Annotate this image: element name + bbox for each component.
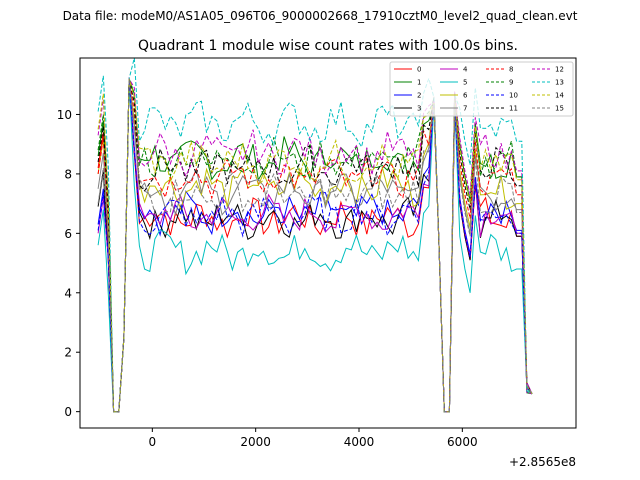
series-line-8 [97,78,533,413]
x-tick-label: 6000 [447,435,478,449]
legend-label-10: 10 [509,92,518,100]
y-axis: 0 2 4 6 8 10 [57,108,80,419]
legend-label-1: 1 [417,79,421,87]
legend-box [389,61,574,117]
series-line-5 [97,78,533,413]
legend-label-8: 8 [509,66,513,74]
y-tick-label: 2 [64,346,72,360]
y-tick-label: 0 [64,405,72,419]
y-tick-label: 8 [64,167,72,181]
y-tick-label: 4 [64,286,72,300]
x-axis: 0 2000 4000 6000 [149,428,478,449]
suptitle: Data file: modeM0/AS1A05_096T06_90000026… [63,9,578,23]
legend-label-11: 11 [509,105,518,113]
y-tick-label: 6 [64,227,72,241]
x-offset-label: +2.8565e8 [509,455,576,469]
chart-title: Quadrant 1 module wise count rates with … [138,38,518,54]
series-line-14 [97,78,533,413]
legend-label-5: 5 [463,79,467,87]
legend-label-0: 0 [417,66,421,74]
legend-label-6: 6 [463,92,468,100]
series-line-12 [97,77,533,413]
legend-label-12: 12 [555,66,564,74]
legend-label-4: 4 [463,66,468,74]
x-tick-label: 4000 [344,435,375,449]
x-tick-label: 2000 [240,435,271,449]
series-line-10 [97,78,533,413]
legend-label-9: 9 [509,79,513,87]
y-tick-label: 10 [57,108,72,122]
plot-lines [97,57,533,413]
legend-label-14: 14 [555,92,564,100]
series-line-9 [97,78,533,413]
legend-label-2: 2 [417,92,421,100]
legend-label-7: 7 [463,105,467,113]
legend-label-3: 3 [417,105,421,113]
series-line-15 [97,78,533,413]
legend-label-13: 13 [555,79,564,87]
x-tick-label: 0 [149,435,157,449]
axes-frame [79,57,577,429]
legend-label-15: 15 [555,105,564,113]
